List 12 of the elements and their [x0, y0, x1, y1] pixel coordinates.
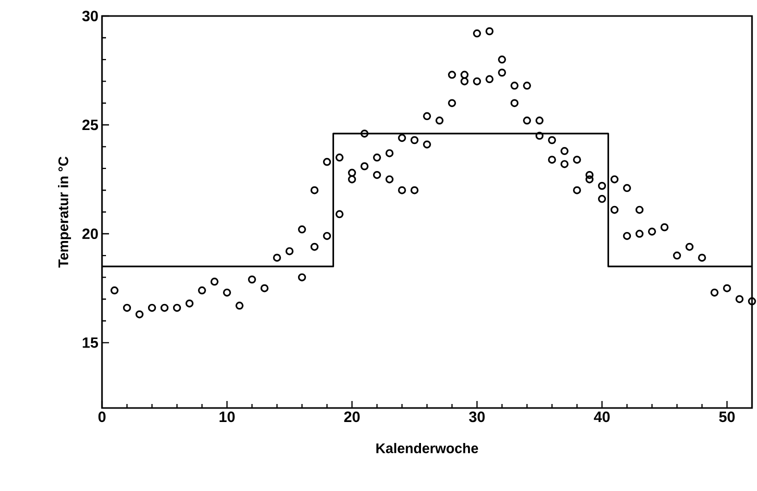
- y-tick-label: 25: [82, 120, 98, 130]
- x-axis-title: Kalenderwoche: [376, 442, 478, 454]
- y-tick-label: 15: [82, 337, 98, 348]
- y-axis-title: Temperatur in °C: [58, 156, 72, 268]
- x-tick-label: 30: [469, 412, 485, 422]
- x-tick-label: 40: [594, 412, 610, 422]
- x-tick-label: 0: [98, 412, 106, 422]
- x-tick-label: 10: [220, 412, 235, 422]
- y-tick-label: 30: [82, 10, 98, 22]
- y-tick-label: 20: [82, 228, 98, 240]
- x-tick-label: 50: [719, 412, 735, 422]
- x-tick-label: 20: [344, 412, 360, 422]
